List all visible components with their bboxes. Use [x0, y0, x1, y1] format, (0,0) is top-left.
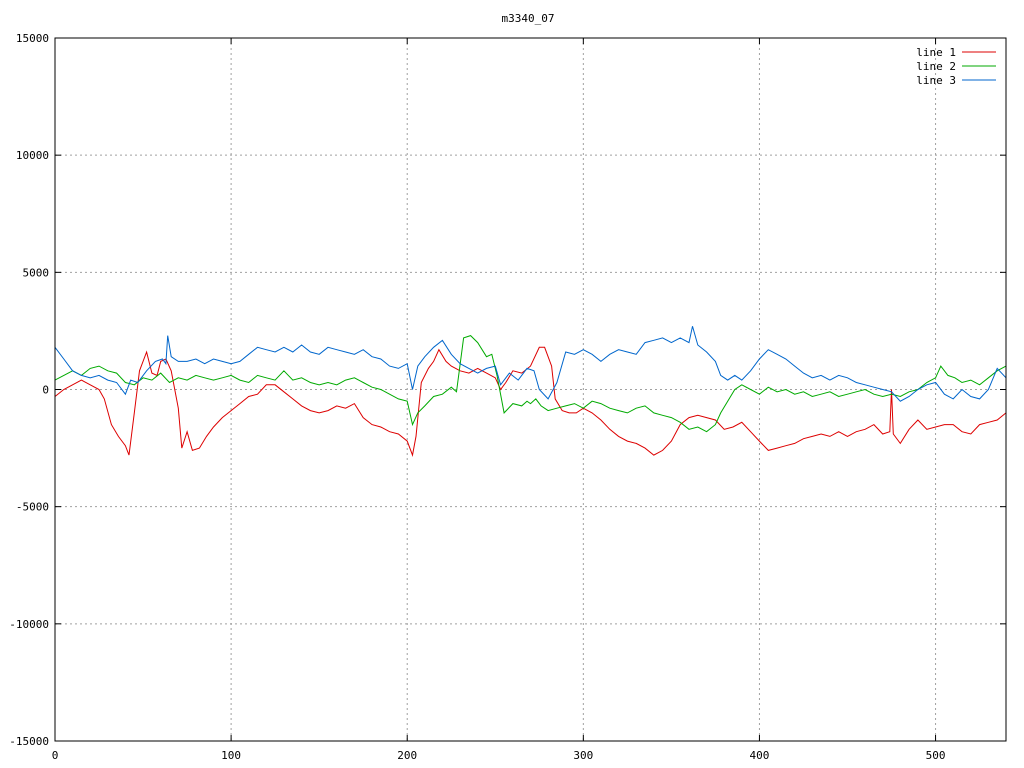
y-tick-label: 10000 [16, 149, 49, 162]
series-line-2 [54, 335, 1007, 433]
x-tick-label: 400 [750, 749, 770, 762]
x-tick-label: 500 [926, 749, 946, 762]
y-tick-label: 15000 [16, 32, 49, 45]
legend-label-2: line 2 [916, 60, 956, 73]
series-group [54, 326, 1007, 457]
series-line-1 [54, 346, 1007, 457]
legend-label-3: line 3 [916, 74, 956, 87]
y-tick-label: -5000 [16, 501, 49, 514]
y-tick-label: -15000 [9, 735, 49, 748]
x-tick-label: 100 [221, 749, 241, 762]
y-tick-label: -10000 [9, 618, 49, 631]
x-tick-label: 300 [573, 749, 593, 762]
x-tick-label: 200 [397, 749, 417, 762]
grid [55, 38, 1006, 741]
chart-title: m3340_07 [502, 12, 555, 25]
series-line-3 [54, 326, 1007, 402]
y-tick-label: 0 [42, 384, 49, 397]
x-tick-label: 0 [52, 749, 59, 762]
axis-ticks: 0 100 200 300 400 500 -15000 -10000 -5000 0 5000 10… [9, 32, 1006, 762]
y-tick-label: 5000 [23, 266, 50, 279]
legend-label-1: line 1 [916, 46, 956, 59]
